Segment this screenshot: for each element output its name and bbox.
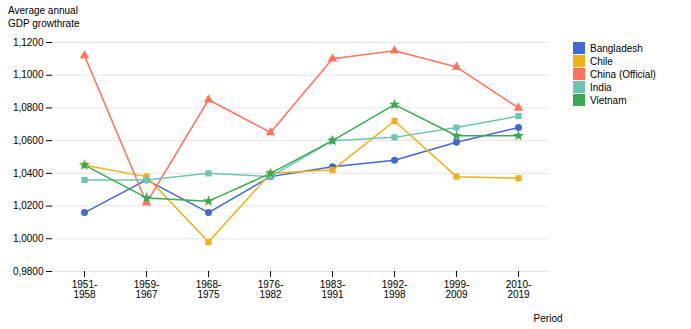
html-text:Average annual GDP growthrate: Average annual GDP growthrate: [8, 5, 80, 29]
svg-text:1,1000: 1,1000: [13, 69, 44, 80]
svg-text:1999-2009: 1999-2009: [444, 279, 470, 300]
svg-text:1,1200: 1,1200: [13, 37, 44, 48]
svg-text:1992-1998: 1992-1998: [382, 279, 408, 300]
svg-text:1976-1982: 1976-1982: [258, 279, 284, 300]
svg-text:1959-1967: 1959-1967: [134, 279, 160, 300]
svg-text:1,0600: 1,0600: [13, 135, 44, 146]
html-text:Vietnam: Vietnam: [590, 94, 627, 106]
svg-text:1951-1958: 1951-1958: [72, 279, 98, 300]
svg-text:1,0200: 1,0200: [13, 200, 44, 211]
svg-text:1,0400: 1,0400: [13, 168, 44, 179]
html-text:China (Official): China (Official): [590, 68, 656, 80]
svg-text:1,0800: 1,0800: [13, 102, 44, 113]
svg-text:0,9800: 0,9800: [13, 266, 44, 277]
svg-text:1983-1991: 1983-1991: [320, 279, 346, 300]
html-text:India: India: [590, 81, 612, 93]
html-text:Bangladesh: Bangladesh: [590, 42, 643, 54]
svg-text:Period: Period: [534, 313, 563, 324]
svg-text:1,0000: 1,0000: [13, 233, 44, 244]
svg-text:2010-2019: 2010-2019: [506, 279, 532, 300]
svg-text:1968-1975: 1968-1975: [196, 279, 222, 300]
html-text:Chile: Chile: [590, 55, 613, 67]
